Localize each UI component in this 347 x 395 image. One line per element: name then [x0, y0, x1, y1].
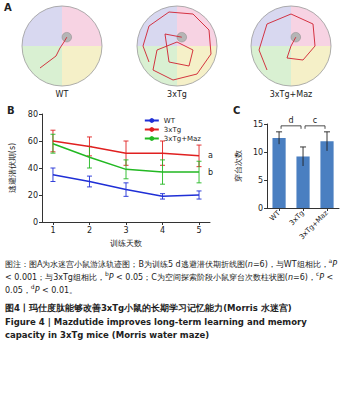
html-text:图注：图A为水迷宫小鼠游泳轨迹图；B为训练5 d逃避潜伏期折: 图注：图A为水迷宫小鼠游泳轨迹图；B为训练5 d逃避潜伏期折线图(n =6)，与…	[5, 257, 338, 269]
svg-text:3xTg: 3xTg	[288, 209, 306, 227]
svg-text:80: 80	[28, 110, 38, 119]
svg-text:训练天数: 训练天数	[110, 239, 142, 248]
html-text:Figure 4 | Mazdutide improves: Figure 4 | Mazdutide improves long-term …	[5, 317, 307, 340]
html-text:< 0.001；与3xTg组相比，bP < 0.05；C为空: < 0.001；与3xTg组相比，bP < 0.05；C为空间探索阶段小鼠穿台次…	[5, 270, 334, 295]
svg-text:1: 1	[50, 226, 55, 235]
svg-text:3xTg: 3xTg	[164, 126, 181, 134]
svg-text:5: 5	[196, 226, 201, 235]
svg-text:WT: WT	[268, 209, 282, 223]
svg-text:WT: WT	[56, 90, 69, 99]
svg-text:a: a	[208, 151, 213, 160]
svg-text:0: 0	[258, 204, 263, 213]
svg-text:C: C	[233, 105, 240, 116]
svg-text:B: B	[7, 105, 15, 116]
svg-text:60: 60	[28, 137, 38, 146]
svg-text:5: 5	[258, 176, 263, 185]
svg-text:10: 10	[253, 148, 263, 157]
svg-text:A: A	[4, 2, 12, 13]
svg-text:3xTg+Maz: 3xTg+Maz	[298, 209, 330, 241]
svg-text:穿台次数: 穿台次数	[234, 150, 243, 182]
svg-text:c: c	[313, 116, 317, 125]
svg-text:2: 2	[87, 226, 92, 235]
svg-text:0: 0	[33, 218, 38, 227]
svg-text:3: 3	[123, 226, 128, 235]
svg-text:3xTg+Maz: 3xTg+Maz	[164, 135, 202, 143]
svg-text:b: b	[208, 168, 213, 177]
svg-text:3xTg+Maz: 3xTg+Maz	[270, 90, 313, 99]
svg-text:15: 15	[253, 120, 263, 129]
svg-text:4: 4	[160, 226, 165, 235]
svg-text:20: 20	[28, 191, 38, 200]
svg-text:3xTg: 3xTg	[167, 90, 187, 99]
svg-text:WT: WT	[164, 117, 176, 125]
svg-text:40: 40	[28, 164, 38, 173]
html-text:图4丨玛仕度肽能够改善3xTg小鼠的长期学习记忆能力(Mor: 图4丨玛仕度肽能够改善3xTg小鼠的长期学习记忆能力(Morris 水迷宫)	[5, 303, 292, 313]
svg-text:d: d	[289, 116, 294, 125]
svg-text:逃避潜伏期(s): 逃避潜伏期(s)	[8, 143, 17, 193]
